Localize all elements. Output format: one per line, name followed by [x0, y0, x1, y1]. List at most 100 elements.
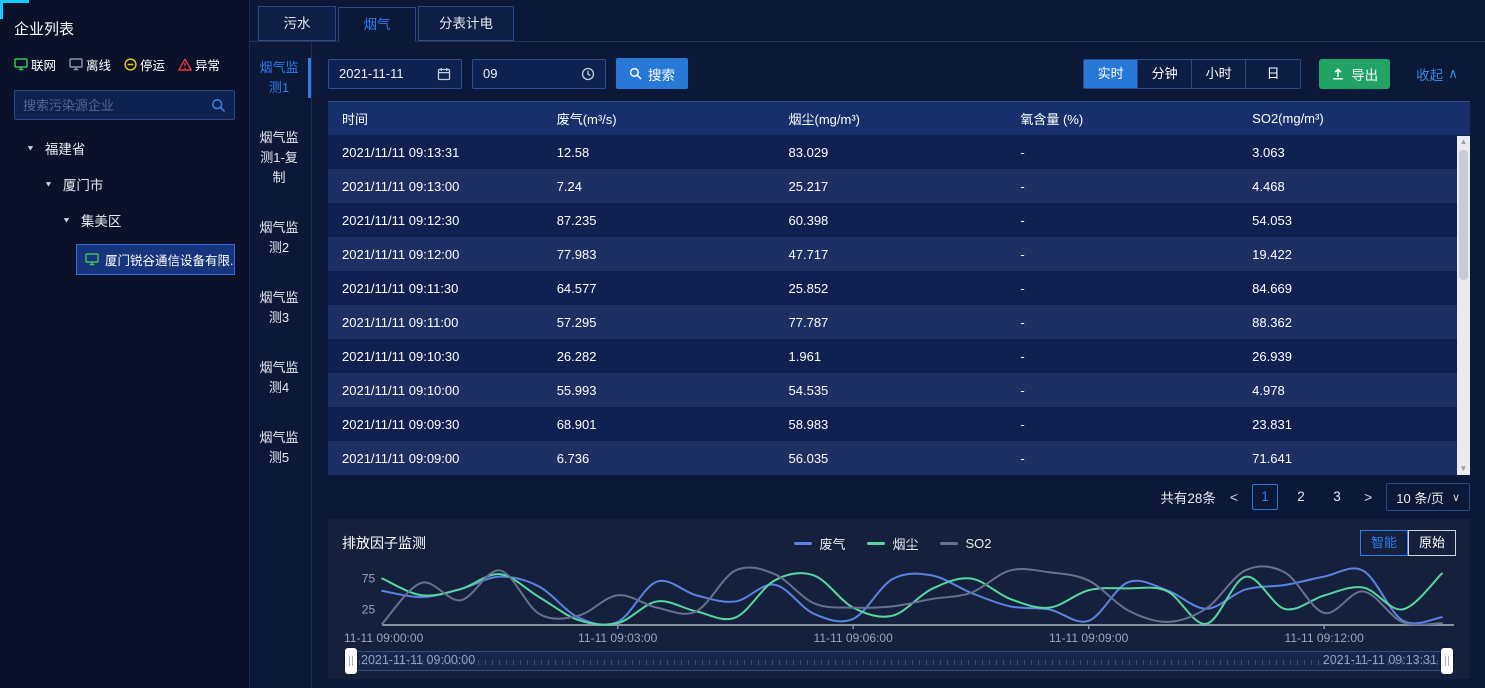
table-cell: 54.053 — [1252, 212, 1292, 228]
table-row[interactable]: 2021/11/11 09:10:00 55.993 54.535 - 4.978 — [328, 373, 1470, 407]
top-tab[interactable]: 分表计电 — [418, 6, 514, 41]
offline-icon — [69, 58, 83, 71]
table-cell: 77.983 — [556, 246, 597, 262]
table-row[interactable]: 2021/11/11 09:12:30 87.235 60.398 - 54.053 — [328, 203, 1470, 237]
table-cell: 3.063 — [1252, 144, 1285, 160]
table-row[interactable]: 2021/11/11 09:13:00 7.24 25.217 - 4.468 — [328, 169, 1470, 203]
enterprise-search-box[interactable] — [14, 90, 235, 120]
time-range-slider[interactable]: 2021-11-11 09:00:00 2021-11-11 09:13:31 — [345, 648, 1453, 674]
table-cell: 56.035 — [788, 450, 829, 466]
date-value: 2021-11-11 — [339, 66, 404, 81]
next-page-icon[interactable]: > — [1364, 489, 1373, 505]
table-cell: 25.217 — [788, 178, 829, 194]
table-row[interactable]: 2021/11/11 09:11:00 57.295 77.787 - 88.362 — [328, 305, 1470, 339]
collapse-link[interactable]: 收起 ∧ — [1416, 64, 1458, 84]
enterprise-search-input[interactable] — [23, 97, 211, 113]
page-size-value: 10 条/页 — [1396, 490, 1444, 506]
total-count: 共有28条 — [1160, 491, 1216, 506]
monitor-point-tab[interactable]: 烟气监测1-复制 — [259, 130, 299, 185]
table-row[interactable]: 2021/11/11 09:11:30 64.577 25.852 - 84.669 — [328, 271, 1470, 305]
monitor-point-tab[interactable]: 烟气监测5 — [259, 430, 299, 465]
top-tab[interactable]: 烟气 — [338, 7, 416, 42]
collapse-label: 收起 — [1416, 67, 1444, 83]
granularity-button[interactable]: 分钟 — [1138, 59, 1193, 88]
granularity-button[interactable]: 实时 — [1084, 59, 1139, 88]
table-cell: 55.993 — [556, 382, 597, 398]
svg-text:25: 25 — [362, 603, 376, 617]
status-label: 联网 — [31, 59, 57, 73]
chart-legend-item[interactable]: 废气 — [794, 534, 845, 553]
table-scrollbar[interactable]: ▲ ▼ — [1457, 136, 1470, 475]
search-icon[interactable] — [211, 98, 226, 113]
table-cell: 2021/11/11 09:13:00 — [342, 178, 460, 194]
hour-value: 09 — [483, 66, 498, 81]
slider-left-handle[interactable] — [345, 648, 357, 674]
slider-right-handle[interactable] — [1441, 648, 1453, 674]
table-cell: 23.831 — [1252, 416, 1292, 432]
prev-page-icon[interactable]: < — [1229, 489, 1239, 505]
top-tab[interactable]: 污水 — [258, 6, 336, 41]
calendar-icon[interactable] — [437, 67, 451, 81]
caret-down-icon[interactable]: ▼ — [44, 179, 53, 189]
chart-legend-item[interactable]: 烟尘 — [867, 534, 918, 553]
query-toolbar: 2021-11-11 09 — [328, 58, 1470, 89]
caret-down-icon[interactable]: ▼ — [62, 215, 71, 225]
monitor-point-tab[interactable]: 烟气监测3 — [259, 290, 299, 325]
table-cell: - — [1020, 212, 1025, 228]
page-button[interactable]: 1 — [1252, 484, 1279, 510]
monitor-point-tab[interactable]: 烟气监测2 — [259, 220, 299, 255]
table-cell: 88.362 — [1252, 314, 1292, 330]
table-row[interactable]: 2021/11/11 09:13:31 12.58 83.029 - 3.063 — [328, 135, 1470, 169]
stopped-icon — [124, 58, 137, 71]
table-row[interactable]: 2021/11/11 09:09:30 68.901 58.983 - 23.831 — [328, 407, 1470, 441]
page-button[interactable]: 3 — [1333, 489, 1341, 504]
table-cell: 6.736 — [556, 450, 590, 466]
table-row[interactable]: 2021/11/11 09:09:00 6.736 56.035 - 71.641 — [328, 441, 1470, 475]
table-cell: - — [1020, 450, 1025, 466]
scroll-down-icon[interactable]: ▼ — [1459, 464, 1468, 473]
date-picker[interactable]: 2021-11-11 — [328, 58, 462, 89]
granularity-button[interactable]: 小时 — [1192, 59, 1247, 88]
tree-node-company-selected[interactable]: 厦门锐谷通信设备有限... — [76, 244, 235, 275]
chart-mode-button[interactable]: 智能 — [1359, 530, 1408, 556]
monitor-point-tab[interactable]: 烟气监测1 — [250, 58, 311, 98]
tree-node-city[interactable]: ▼ 厦门市 — [14, 172, 235, 196]
export-button[interactable]: 导出 — [1319, 58, 1391, 89]
main-area: 污水 烟气 分表计电 烟气监测1 烟气监测1-复制烟气监测2 烟气监测3 烟气监测4 烟气监… — [250, 0, 1485, 688]
granularity-button[interactable]: 日 — [1246, 59, 1301, 88]
slider-ticks — [359, 660, 1439, 665]
table-cell: 19.422 — [1252, 246, 1292, 262]
scrollbar-thumb[interactable] — [1459, 150, 1468, 280]
table-row[interactable]: 2021/11/11 09:10:30 26.282 1.961 - 26.939 — [328, 339, 1470, 373]
page-size-select[interactable]: 10 条/页 ∨ — [1386, 483, 1470, 511]
export-icon — [1331, 67, 1345, 81]
table-cell: - — [1020, 144, 1025, 160]
top-tab-bar: 污水 烟气 分表计电 — [250, 0, 1485, 42]
svg-text:75: 75 — [362, 572, 376, 586]
chart-mode-button[interactable]: 原始 — [1407, 530, 1456, 556]
legend-dash-icon — [794, 541, 813, 545]
tree-node-province[interactable]: ▼ 福建省 — [14, 136, 235, 160]
column-header: 烟尘(mg/m³) — [788, 112, 861, 127]
table-cell: - — [1020, 382, 1025, 398]
table-header-row: 时间 废气(m³/s) 烟尘(mg/m³) 氧含量 (%) SO2(mg/m³) — [328, 101, 1470, 135]
monitor-point-tab[interactable]: 烟气监测4 — [259, 360, 299, 395]
status-abnormal: 异常 — [178, 55, 220, 74]
search-button[interactable]: 搜索 — [616, 58, 688, 89]
caret-down-icon[interactable]: ▼ — [26, 143, 35, 153]
pagination: 共有28条 < 1 2 3 > 10 条/页 ∨ — [328, 475, 1470, 519]
scroll-up-icon[interactable]: ▲ — [1459, 137, 1468, 146]
clock-icon[interactable] — [581, 67, 595, 81]
table-row[interactable]: 2021/11/11 09:12:00 77.983 47.717 - 19.422 — [328, 237, 1470, 271]
tree-node-label: 集美区 — [80, 214, 122, 229]
table-cell: 64.577 — [556, 280, 597, 296]
tree-node-district[interactable]: ▼ 集美区 — [14, 208, 235, 232]
emission-chart-panel: 排放因子监测 废气 烟尘 SO2 智能 原始 25 75 11-11 09:00:00 11… — [328, 519, 1470, 679]
status-stopped: 停运 — [124, 55, 165, 74]
page-button[interactable]: 2 — [1297, 489, 1305, 504]
chart-legend-item[interactable]: SO2 — [940, 536, 992, 551]
hour-picker[interactable]: 09 — [472, 58, 606, 89]
tree-node-label: 福建省 — [44, 142, 86, 157]
table-cell: 77.787 — [788, 314, 829, 330]
